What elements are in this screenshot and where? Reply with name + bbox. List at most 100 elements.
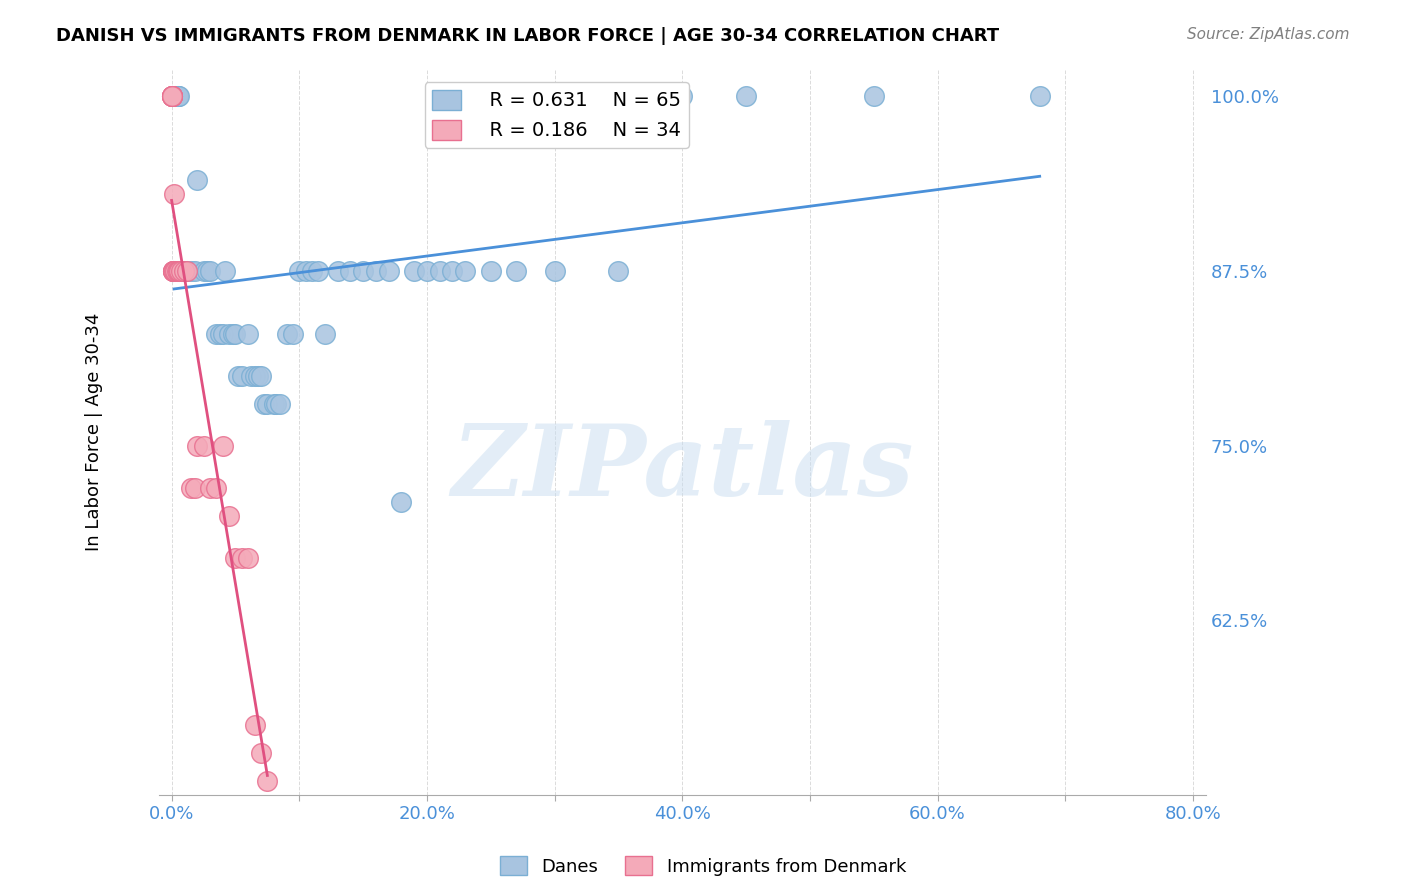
Point: [326, 264, 349, 278]
Point: [180, 481, 202, 495]
Point: [263, 397, 285, 411]
Point: [163, 89, 186, 103]
Point: [186, 439, 208, 453]
Point: [169, 264, 191, 278]
Point: [607, 264, 630, 278]
Point: [162, 264, 184, 278]
Y-axis label: In Labor Force | Age 30-34: In Labor Force | Age 30-34: [86, 312, 103, 551]
Point: [167, 264, 190, 278]
Point: [454, 264, 477, 278]
Point: [294, 264, 316, 278]
Point: [222, 326, 245, 341]
Point: [176, 264, 198, 278]
Point: [735, 89, 758, 103]
Point: [429, 264, 451, 278]
Point: [243, 718, 266, 732]
Point: [173, 264, 195, 278]
Point: [238, 326, 260, 341]
Point: [224, 326, 246, 341]
Point: [218, 326, 240, 341]
Point: [183, 264, 205, 278]
Point: [160, 89, 183, 103]
Point: [166, 89, 188, 103]
Point: [243, 368, 266, 383]
Point: [211, 326, 233, 341]
Point: [231, 368, 253, 383]
Point: [314, 326, 336, 341]
Point: [301, 264, 323, 278]
Point: [209, 326, 232, 341]
Point: [165, 264, 187, 278]
Point: [176, 264, 198, 278]
Point: [416, 264, 439, 278]
Point: [165, 89, 187, 103]
Legend:   R = 0.631    N = 65,   R = 0.186    N = 34: R = 0.631 N = 65, R = 0.186 N = 34: [425, 82, 689, 148]
Point: [339, 264, 361, 278]
Point: [479, 264, 502, 278]
Point: [193, 264, 215, 278]
Point: [218, 508, 240, 523]
Point: [160, 89, 183, 103]
Point: [163, 187, 186, 202]
Point: [173, 264, 195, 278]
Text: DANISH VS IMMIGRANTS FROM DENMARK IN LABOR FORCE | AGE 30-34 CORRELATION CHART: DANISH VS IMMIGRANTS FROM DENMARK IN LAB…: [56, 27, 1000, 45]
Point: [352, 264, 374, 278]
Point: [266, 397, 288, 411]
Point: [441, 264, 464, 278]
Point: [166, 89, 188, 103]
Point: [195, 264, 218, 278]
Point: [160, 89, 183, 103]
Point: [169, 264, 191, 278]
Text: ZIPatlas: ZIPatlas: [451, 420, 914, 516]
Point: [276, 326, 298, 341]
Point: [247, 368, 270, 383]
Point: [1028, 89, 1050, 103]
Point: [269, 397, 291, 411]
Point: [404, 264, 426, 278]
Point: [250, 746, 273, 760]
Point: [160, 89, 183, 103]
Point: [252, 397, 274, 411]
Point: [671, 89, 693, 103]
Point: [231, 550, 253, 565]
Point: [167, 89, 190, 103]
Point: [205, 481, 228, 495]
Point: [281, 326, 304, 341]
Point: [198, 264, 221, 278]
Point: [224, 550, 246, 565]
Point: [256, 397, 278, 411]
Point: [169, 264, 191, 278]
Text: Source: ZipAtlas.com: Source: ZipAtlas.com: [1187, 27, 1350, 42]
Point: [162, 264, 184, 278]
Point: [377, 264, 399, 278]
Legend: Danes, Immigrants from Denmark: Danes, Immigrants from Denmark: [492, 849, 914, 883]
Point: [389, 494, 412, 508]
Point: [172, 264, 194, 278]
Point: [170, 264, 193, 278]
Point: [211, 439, 233, 453]
Point: [250, 368, 273, 383]
Point: [214, 264, 236, 278]
Point: [226, 368, 249, 383]
Point: [288, 264, 311, 278]
Point: [307, 264, 329, 278]
Point: [256, 774, 278, 789]
Point: [239, 368, 262, 383]
Point: [160, 89, 183, 103]
Point: [180, 264, 202, 278]
Point: [862, 89, 884, 103]
Point: [162, 264, 184, 278]
Point: [166, 264, 188, 278]
Point: [163, 264, 186, 278]
Point: [160, 89, 183, 103]
Point: [193, 439, 215, 453]
Point: [186, 173, 208, 187]
Point: [162, 264, 184, 278]
Point: [169, 89, 191, 103]
Point: [183, 481, 205, 495]
Point: [205, 326, 228, 341]
Point: [364, 264, 387, 278]
Point: [160, 89, 183, 103]
Point: [167, 89, 190, 103]
Point: [165, 89, 187, 103]
